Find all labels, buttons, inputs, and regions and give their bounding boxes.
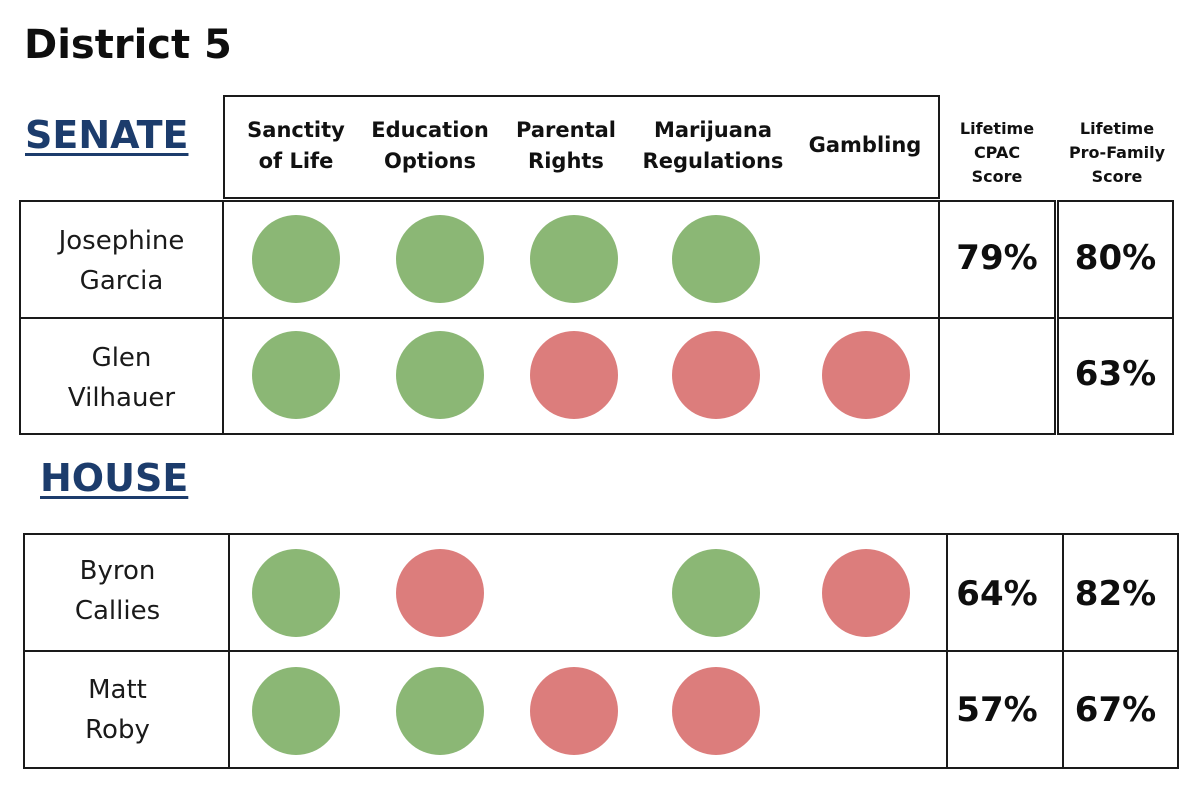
cpac-score-matt-roby: 57% [956, 690, 1038, 730]
candidate-name-josephine-garcia: Josephine Garcia [58, 226, 185, 296]
house-cpac-divider [946, 650, 1064, 652]
house-profamily-divider [1062, 650, 1179, 652]
senate-profamily-divider [1057, 317, 1174, 319]
senate-heading: SENATE [25, 113, 189, 157]
cpac-score-josephine-garcia: 79% [956, 238, 1038, 278]
vote-dot-oppose-gambling [822, 549, 910, 637]
vote-dot-support-education [396, 215, 484, 303]
profamily-score-glen-vilhauer: 63% [1074, 354, 1157, 394]
vote-dot-oppose-marijuana [672, 331, 760, 419]
vote-dot-support-sanctity [252, 331, 340, 419]
issue-header-gambling: Gambling [808, 133, 922, 157]
vote-dot-oppose-marijuana [672, 667, 760, 755]
profamily-score-josephine-garcia: 80% [1074, 238, 1157, 278]
issue-header-parental: Parental Rights [516, 118, 616, 173]
candidate-name-byron-callies: Byron Callies [74, 556, 161, 626]
profamily-header: Lifetime Pro-Family Score [1068, 119, 1166, 186]
senate-cpac-divider [938, 317, 1056, 319]
issue-header-education: Education Options [371, 118, 489, 173]
vote-dot-oppose-parental [530, 667, 618, 755]
vote-dot-oppose-gambling [822, 331, 910, 419]
vote-dot-support-marijuana [672, 215, 760, 303]
page-title: District 5 [24, 22, 232, 68]
vote-dot-support-marijuana [672, 549, 760, 637]
vote-dot-support-sanctity [252, 215, 340, 303]
cpac-score-byron-callies: 64% [956, 574, 1038, 614]
candidate-name-matt-roby: Matt Roby [85, 675, 150, 745]
cpac-header: Lifetime CPAC Score [959, 119, 1035, 186]
vote-dot-support-sanctity [252, 549, 340, 637]
issue-header-box [223, 95, 940, 199]
vote-dot-support-education [396, 331, 484, 419]
profamily-score-byron-callies: 82% [1074, 574, 1157, 614]
vote-dot-support-sanctity [252, 667, 340, 755]
house-heading: HOUSE [40, 456, 189, 500]
vote-dot-oppose-education [396, 549, 484, 637]
vote-dot-support-parental [530, 215, 618, 303]
issue-header-sanctity: Sanctity of Life [247, 118, 345, 173]
vote-dot-oppose-parental [530, 331, 618, 419]
profamily-score-matt-roby: 67% [1074, 690, 1157, 730]
issue-header-marijuana: Marijuana Regulations [642, 118, 784, 173]
vote-dot-support-education [396, 667, 484, 755]
candidate-name-glen-vilhauer: Glen Vilhauer [67, 343, 176, 413]
